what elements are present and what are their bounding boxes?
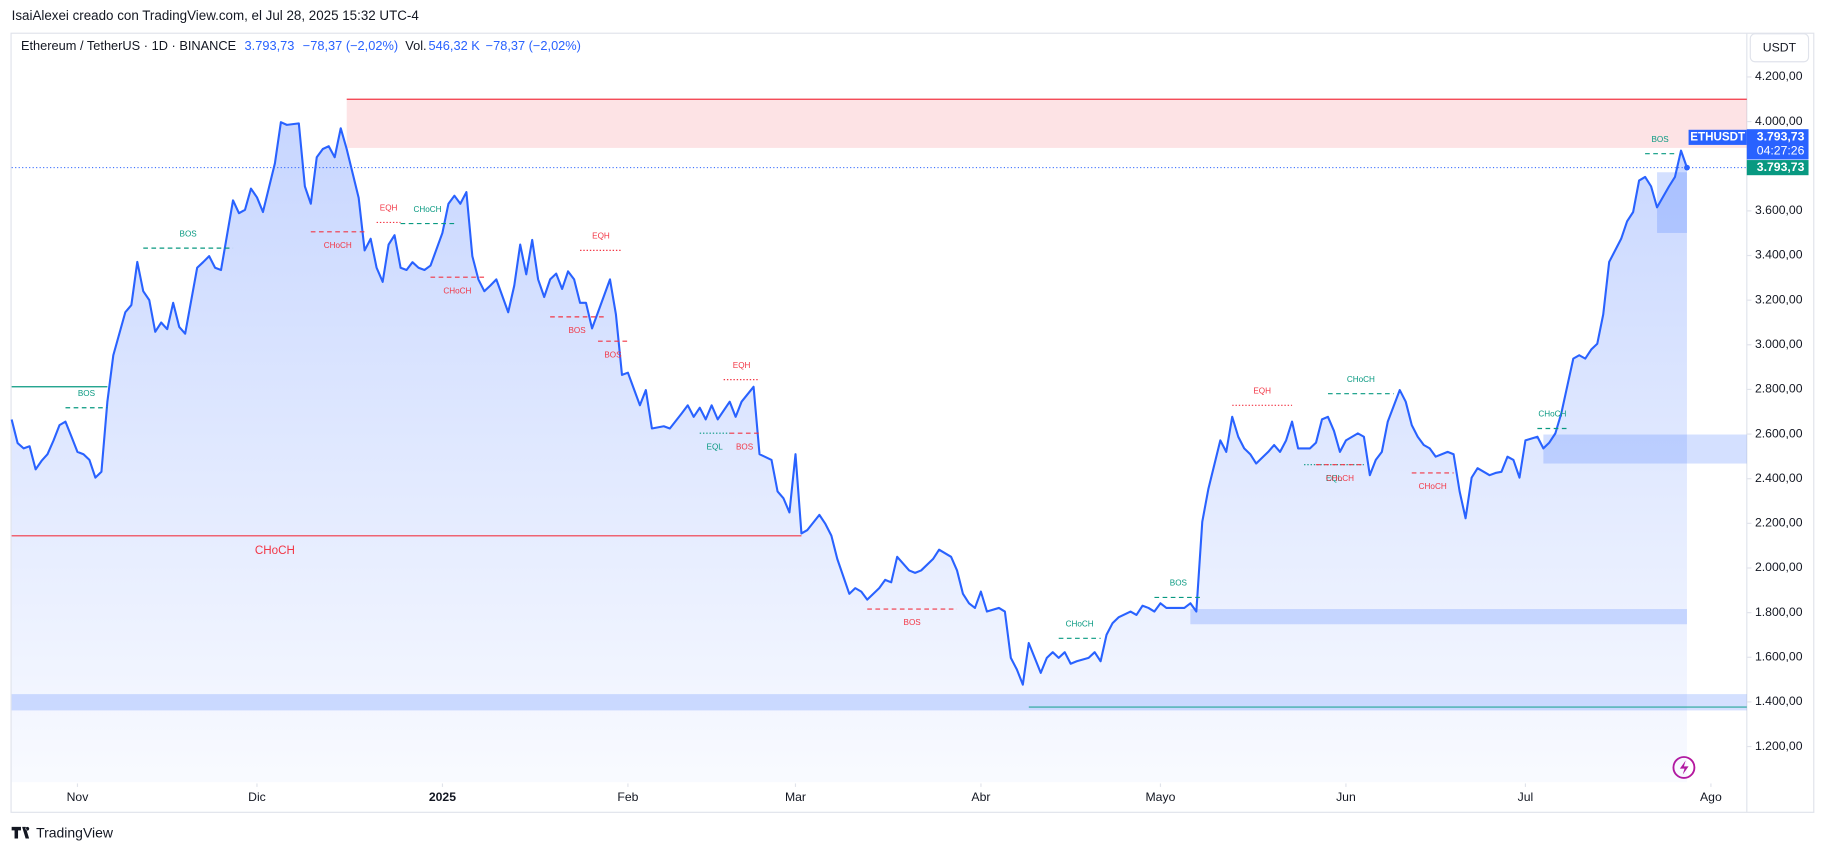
structure-label: EQH	[380, 204, 398, 213]
y-tick-label: 3.000,00	[1755, 337, 1803, 351]
structure-label: EQH	[733, 361, 751, 370]
brand-name: TradingView	[36, 825, 114, 841]
y-tick-label: 4.200,00	[1755, 69, 1803, 83]
y-tick-label: 4.000,00	[1755, 114, 1803, 128]
structure-label: CHoCH	[443, 286, 471, 295]
structure-label: CHoCH	[1347, 375, 1375, 384]
volume-change: −78,37 (−2,02%)	[486, 38, 581, 53]
brand-logo	[11, 826, 30, 839]
structure-label: CHoCH	[1326, 474, 1354, 483]
structure-label: BOS	[1651, 135, 1669, 144]
y-tick-label: 1.800,00	[1755, 605, 1803, 619]
structure-label: CHoCH	[255, 544, 295, 557]
x-tick-label: Abr	[971, 790, 990, 804]
structure-label: BOS	[568, 326, 586, 335]
price-area	[11, 122, 1687, 783]
last-point	[1684, 164, 1690, 171]
x-tick-label: Nov	[67, 790, 90, 804]
y-tick-label: 2.600,00	[1755, 426, 1803, 440]
structure-label: CHoCH	[413, 205, 441, 214]
structure-label: EQH	[592, 232, 610, 241]
structure-label: EQH	[1253, 386, 1271, 395]
y-tick-label: 2.800,00	[1755, 382, 1803, 396]
price-line	[10, 121, 1688, 686]
y-tick-label: 2.000,00	[1755, 560, 1803, 574]
structure-label: BOS	[1170, 579, 1188, 588]
y-tick-label: 2.400,00	[1755, 471, 1803, 485]
x-tick-label: Jun	[1336, 790, 1356, 804]
structure-label: CHoCH	[1538, 410, 1566, 419]
y-tick-label: 1.400,00	[1755, 694, 1803, 708]
structure-label: EQL	[707, 442, 724, 451]
x-tick-label: Jul	[1518, 790, 1534, 804]
countdown: 04:27:26	[1757, 144, 1805, 158]
volume-label: Vol.	[405, 38, 426, 53]
ticker: ETHUSDT	[1690, 130, 1745, 143]
x-tick-label: Ago	[1700, 790, 1722, 804]
structure-label: BOS	[736, 442, 754, 451]
structure-label: BOS	[904, 618, 922, 627]
ticker-tag	[1688, 129, 1747, 145]
legend-change: −78,37 (−2,02%)	[303, 38, 398, 53]
y-tick-label: 2.200,00	[1755, 516, 1803, 530]
structure-label: BOS	[78, 389, 96, 398]
y-tick-label: 1.600,00	[1755, 650, 1803, 664]
x-tick-label: Mar	[785, 790, 806, 804]
byline: IsaiAlexei creado con TradingView.com, e…	[12, 8, 420, 23]
structure-label: BOS	[180, 229, 198, 238]
x-tick-label: 2025	[429, 790, 456, 804]
currency[interactable]: USDT	[1763, 41, 1797, 55]
legend-price: 3.793,73	[245, 38, 295, 53]
zone	[346, 99, 1747, 148]
price-tag-label: 3.793,73	[1757, 130, 1805, 144]
currency-button[interactable]	[1749, 33, 1810, 63]
y-tick-label: 3.600,00	[1755, 203, 1803, 217]
brand: TradingView	[11, 825, 114, 841]
y-tick-label: 3.200,00	[1755, 292, 1803, 306]
chart-frame	[10, 32, 1815, 813]
x-tick-label: Dic	[248, 790, 266, 804]
structure-label: CHoCH	[1066, 619, 1094, 628]
y-tick-label: 3.400,00	[1755, 248, 1803, 262]
y-tick-label: 1.200,00	[1755, 739, 1803, 753]
structure-label: EQL	[1326, 474, 1343, 483]
volume: 546,32 K	[429, 38, 481, 53]
structure-label: CHoCH	[1419, 482, 1447, 491]
symbol: Ethereum / TetherUS · 1D · BINANCE	[21, 38, 236, 53]
close-tag-label: 3.793,73	[1757, 160, 1805, 174]
structure-label: CHoCH	[324, 241, 352, 250]
close-tag	[1746, 160, 1809, 176]
x-tick-label: Mayo	[1145, 790, 1175, 804]
structure-label: BOS	[604, 350, 622, 359]
x-tick-label: Feb	[617, 790, 638, 804]
price-tag	[1746, 129, 1809, 160]
